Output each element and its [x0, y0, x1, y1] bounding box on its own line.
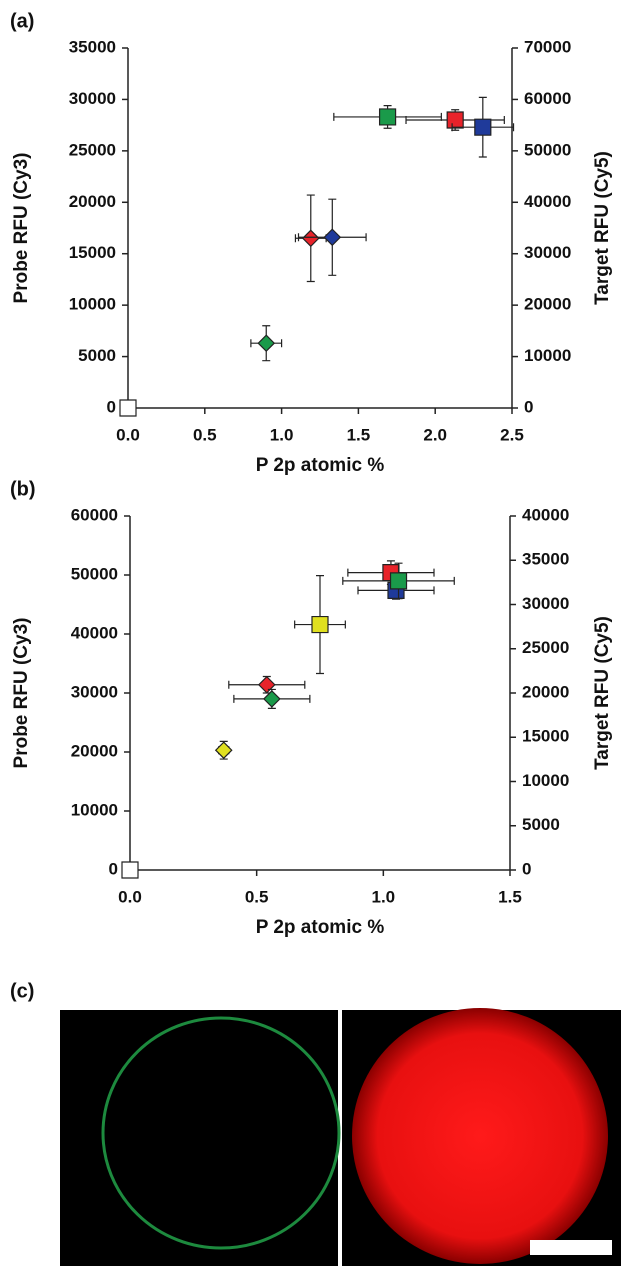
point — [474, 118, 492, 136]
y2-tick-label: 20000 — [524, 295, 571, 314]
x-tick-label: 0.5 — [245, 887, 269, 906]
point — [263, 690, 281, 708]
point — [214, 741, 233, 760]
x-tick-label: 0.0 — [116, 425, 140, 444]
y-tick-label: 35000 — [69, 37, 116, 56]
y-tick-label: 20000 — [71, 741, 118, 760]
y2-axis-label: Target RFU (Cy5) — [592, 616, 613, 770]
x-tick-label: 1.0 — [270, 425, 294, 444]
y-tick-label: 0 — [107, 397, 116, 416]
y-tick-label: 20000 — [69, 192, 116, 211]
y2-tick-label: 15000 — [522, 727, 569, 746]
y-tick-label: 10000 — [69, 295, 116, 314]
y-tick-label: 25000 — [69, 140, 116, 159]
x-axis-label: P 2p atomic % — [256, 917, 385, 938]
point — [257, 675, 276, 694]
x-tick-label: 2.5 — [500, 425, 524, 444]
y2-tick-label: 50000 — [524, 140, 571, 159]
y2-tick-label: 5000 — [522, 815, 560, 834]
panel-label: (a) — [10, 10, 34, 32]
y2-tick-label: 10000 — [522, 771, 569, 790]
point — [378, 108, 397, 126]
point — [446, 111, 464, 129]
vesicle-disk — [352, 1008, 608, 1264]
y2-tick-label: 35000 — [522, 550, 569, 569]
x-tick-label: 1.0 — [372, 887, 396, 906]
point — [311, 615, 329, 634]
point — [119, 399, 137, 417]
y-axis-label: Probe RFU (Cy3) — [11, 618, 32, 769]
y2-tick-label: 25000 — [522, 638, 569, 657]
y-tick-label: 5000 — [78, 346, 116, 365]
y-tick-label: 60000 — [71, 505, 118, 524]
scale-bar — [530, 1240, 612, 1255]
y-tick-label: 50000 — [71, 564, 118, 583]
y-tick-label: 30000 — [71, 682, 118, 701]
y2-tick-label: 40000 — [522, 505, 569, 524]
point — [323, 228, 342, 247]
x-tick-label: 1.5 — [498, 887, 522, 906]
y2-tick-label: 0 — [522, 859, 531, 878]
y2-tick-label: 0 — [524, 397, 533, 416]
y2-tick-label: 30000 — [524, 243, 571, 262]
y-tick-label: 10000 — [71, 800, 118, 819]
x-tick-label: 1.5 — [347, 425, 371, 444]
panel-label: (c) — [10, 980, 34, 1002]
point — [301, 229, 320, 248]
y2-tick-label: 40000 — [524, 192, 571, 211]
vesicle-ring — [101, 1016, 341, 1250]
point — [389, 572, 408, 590]
y-tick-label: 15000 — [69, 243, 116, 262]
y2-tick-label: 30000 — [522, 594, 569, 613]
panel-label: (b) — [10, 478, 36, 500]
y-tick-label: 30000 — [69, 89, 116, 108]
y-tick-label: 40000 — [71, 623, 118, 642]
y2-axis-label: Target RFU (Cy5) — [592, 151, 613, 305]
y2-tick-label: 60000 — [524, 89, 571, 108]
y2-tick-label: 20000 — [522, 682, 569, 701]
y-axis-label: Probe RFU (Cy3) — [11, 153, 32, 304]
point — [257, 334, 276, 353]
x-tick-label: 2.0 — [423, 425, 447, 444]
y-tick-label: 0 — [109, 859, 118, 878]
y2-tick-label: 70000 — [524, 37, 571, 56]
point — [121, 861, 139, 879]
x-tick-label: 0.5 — [193, 425, 217, 444]
x-axis-label: P 2p atomic % — [256, 455, 385, 476]
x-tick-label: 0.0 — [118, 887, 142, 906]
y2-tick-label: 10000 — [524, 346, 571, 365]
